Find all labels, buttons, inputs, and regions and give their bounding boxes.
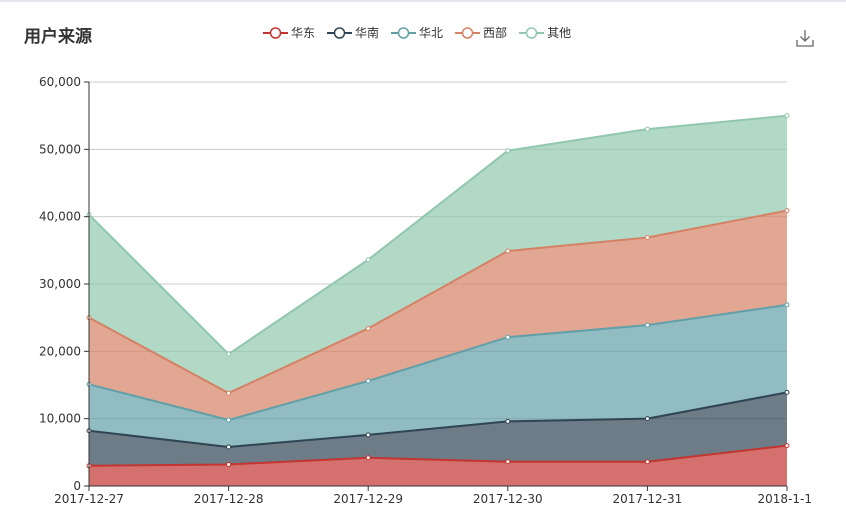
chart-title: 用户来源 xyxy=(24,27,92,47)
point-华北-2017-12-31[interactable] xyxy=(644,322,650,328)
legend-symbol xyxy=(263,26,288,39)
point-其他-2018-1-1[interactable] xyxy=(784,113,790,119)
area-华北[interactable] xyxy=(89,304,787,447)
point-华东-2017-12-30[interactable] xyxy=(505,459,511,465)
download-icon[interactable] xyxy=(794,27,816,49)
point-其他-2017-12-31[interactable] xyxy=(644,126,650,132)
point-其他-2017-12-29[interactable] xyxy=(365,257,371,263)
line-其他 xyxy=(88,114,788,356)
legend-label: 华北 xyxy=(419,26,444,40)
legend-label: 华南 xyxy=(355,26,380,40)
point-华南-2017-12-30[interactable] xyxy=(505,418,511,424)
point-西部-2017-12-30[interactable] xyxy=(505,248,511,254)
point-华南-2017-12-28[interactable] xyxy=(226,444,232,450)
legend-symbol xyxy=(327,26,353,39)
point-华北-2017-12-28[interactable] xyxy=(226,417,232,423)
y-tick-label: 60,000 xyxy=(39,75,81,89)
point-华北-2017-12-29[interactable] xyxy=(365,378,371,384)
legend-item-华南[interactable]: 华南 xyxy=(327,24,379,41)
y-tick-label: 10,000 xyxy=(39,412,81,426)
x-tick-label: 2017-12-31 xyxy=(613,492,683,506)
point-华东-2018-1-1[interactable] xyxy=(784,443,790,449)
top-border xyxy=(0,0,846,2)
point-华北-2017-12-30[interactable] xyxy=(505,334,511,340)
y-tick-label: 40,000 xyxy=(39,210,81,224)
legend-label: 其他 xyxy=(547,26,572,40)
legend-item-西部[interactable]: 西部 xyxy=(455,24,507,41)
line-西部 xyxy=(88,209,788,395)
area-其他[interactable] xyxy=(89,115,787,394)
y-tick-label: 0 xyxy=(73,479,81,493)
line-华北 xyxy=(88,303,788,422)
area-西部[interactable] xyxy=(89,210,787,421)
point-西部-2017-12-31[interactable] xyxy=(644,235,650,241)
point-华南-2017-12-31[interactable] xyxy=(644,416,650,422)
y-tick-label: 20,000 xyxy=(39,344,81,358)
area-华南[interactable] xyxy=(89,392,787,466)
point-西部-2017-12-28[interactable] xyxy=(226,390,232,396)
point-华北-2018-1-1[interactable] xyxy=(784,302,790,308)
legend-symbol xyxy=(391,26,417,39)
x-tick-label: 2017-12-30 xyxy=(473,492,543,506)
x-tick-label: 2017-12-27 xyxy=(54,492,124,506)
point-西部-2018-1-1[interactable] xyxy=(784,208,790,214)
x-tick-label: 2017-12-29 xyxy=(333,492,403,506)
line-华东 xyxy=(88,444,788,467)
x-tick-label: 2018-1-1 xyxy=(758,492,812,506)
legend-symbol xyxy=(519,26,545,39)
legend-item-其他[interactable]: 其他 xyxy=(519,24,571,41)
legend-item-华北[interactable]: 华北 xyxy=(391,24,443,41)
point-其他-2017-12-30[interactable] xyxy=(505,148,511,154)
point-华南-2017-12-29[interactable] xyxy=(365,432,371,438)
point-其他-2017-12-28[interactable] xyxy=(226,351,232,357)
x-tick-label: 2017-12-28 xyxy=(194,492,264,506)
legend-symbol xyxy=(455,26,481,39)
point-华东-2017-12-28[interactable] xyxy=(226,461,232,467)
area-华东[interactable] xyxy=(89,445,787,486)
legend-label: 华东 xyxy=(291,26,316,40)
y-tick-label: 50,000 xyxy=(39,142,81,156)
point-华东-2017-12-31[interactable] xyxy=(644,459,650,465)
point-西部-2017-12-29[interactable] xyxy=(365,325,371,331)
point-华东-2017-12-29[interactable] xyxy=(365,455,371,461)
point-华南-2018-1-1[interactable] xyxy=(784,389,790,395)
y-tick-label: 30,000 xyxy=(39,277,81,291)
legend-label: 西部 xyxy=(483,26,508,40)
line-华南 xyxy=(88,391,788,448)
chart-legend: 华东 华南 华北 西部 其他 xyxy=(263,24,571,41)
legend-item-华东[interactable]: 华东 xyxy=(263,24,315,41)
